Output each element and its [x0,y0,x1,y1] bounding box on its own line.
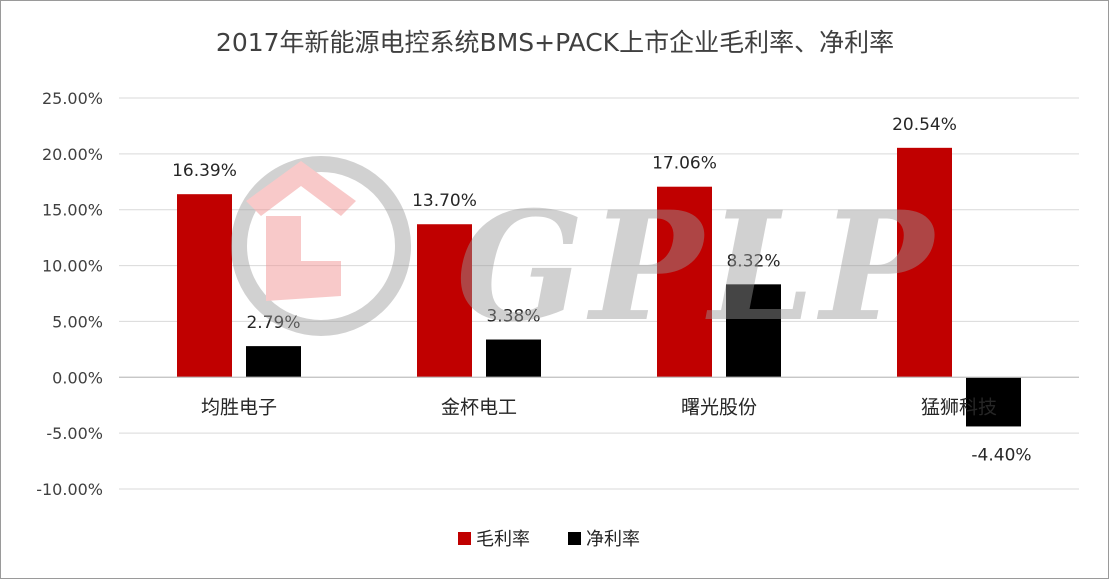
y-tick-label: -5.00% [46,424,103,443]
legend: 毛利率 净利率 [458,529,640,550]
category-label: 猛狮科技 [921,396,997,418]
y-tick-label: -10.00% [36,480,103,499]
y-tick-label: 0.00% [52,368,103,387]
y-tick-label: 25.00% [42,89,103,108]
bar-net-margin [486,339,541,378]
category-label: 曙光股份 [681,396,757,418]
y-tick-label: 10.00% [42,257,103,276]
data-label: 2.79% [246,313,300,333]
svg-text:GPLP: GPLP [456,179,939,355]
y-tick-label: 15.00% [42,201,103,220]
data-label: 20.54% [892,115,957,135]
legend-label: 净利率 [586,529,640,550]
bar-net-margin [246,346,301,378]
chart-title: 2017年新能源电控系统BMS+PACK上市企业毛利率、净利率 [216,28,894,57]
y-tick-label: 20.00% [42,145,103,164]
y-axis-ticks: 25.00% 20.00% 15.00% 10.00% 5.00% 0.00% -5.00%… [36,89,103,499]
bar-gross-margin [657,186,712,378]
data-label: 8.32% [726,251,780,271]
data-label: -4.40% [971,445,1031,465]
bar-net-margin [966,377,1021,427]
bar-gross-margin [417,224,472,378]
category-labels: 均胜电子 金杯电工 曙光股份 猛狮科技 [201,396,997,418]
category-label: 均胜电子 [201,396,277,418]
category-label: 金杯电工 [441,396,517,418]
gplp-watermark-logo: GPLP [231,156,939,355]
legend-swatch [568,532,581,545]
gridlines [119,97,1079,490]
legend-label: 毛利率 [476,529,530,550]
bar-gross-margin [177,194,232,378]
data-label: 16.39% [172,161,237,181]
data-label: 13.70% [412,191,477,211]
data-label: 3.38% [486,307,540,327]
bar-gross-margin [897,147,952,378]
data-labels: 16.39% 2.79% 13.70% 3.38% 17.06% 8.32% 20.54% -… [172,115,1031,466]
bar-net-margin [726,284,781,378]
y-tick-label: 5.00% [52,312,103,331]
bars [177,147,1021,427]
legend-swatch [458,532,471,545]
data-label: 17.06% [652,154,717,174]
